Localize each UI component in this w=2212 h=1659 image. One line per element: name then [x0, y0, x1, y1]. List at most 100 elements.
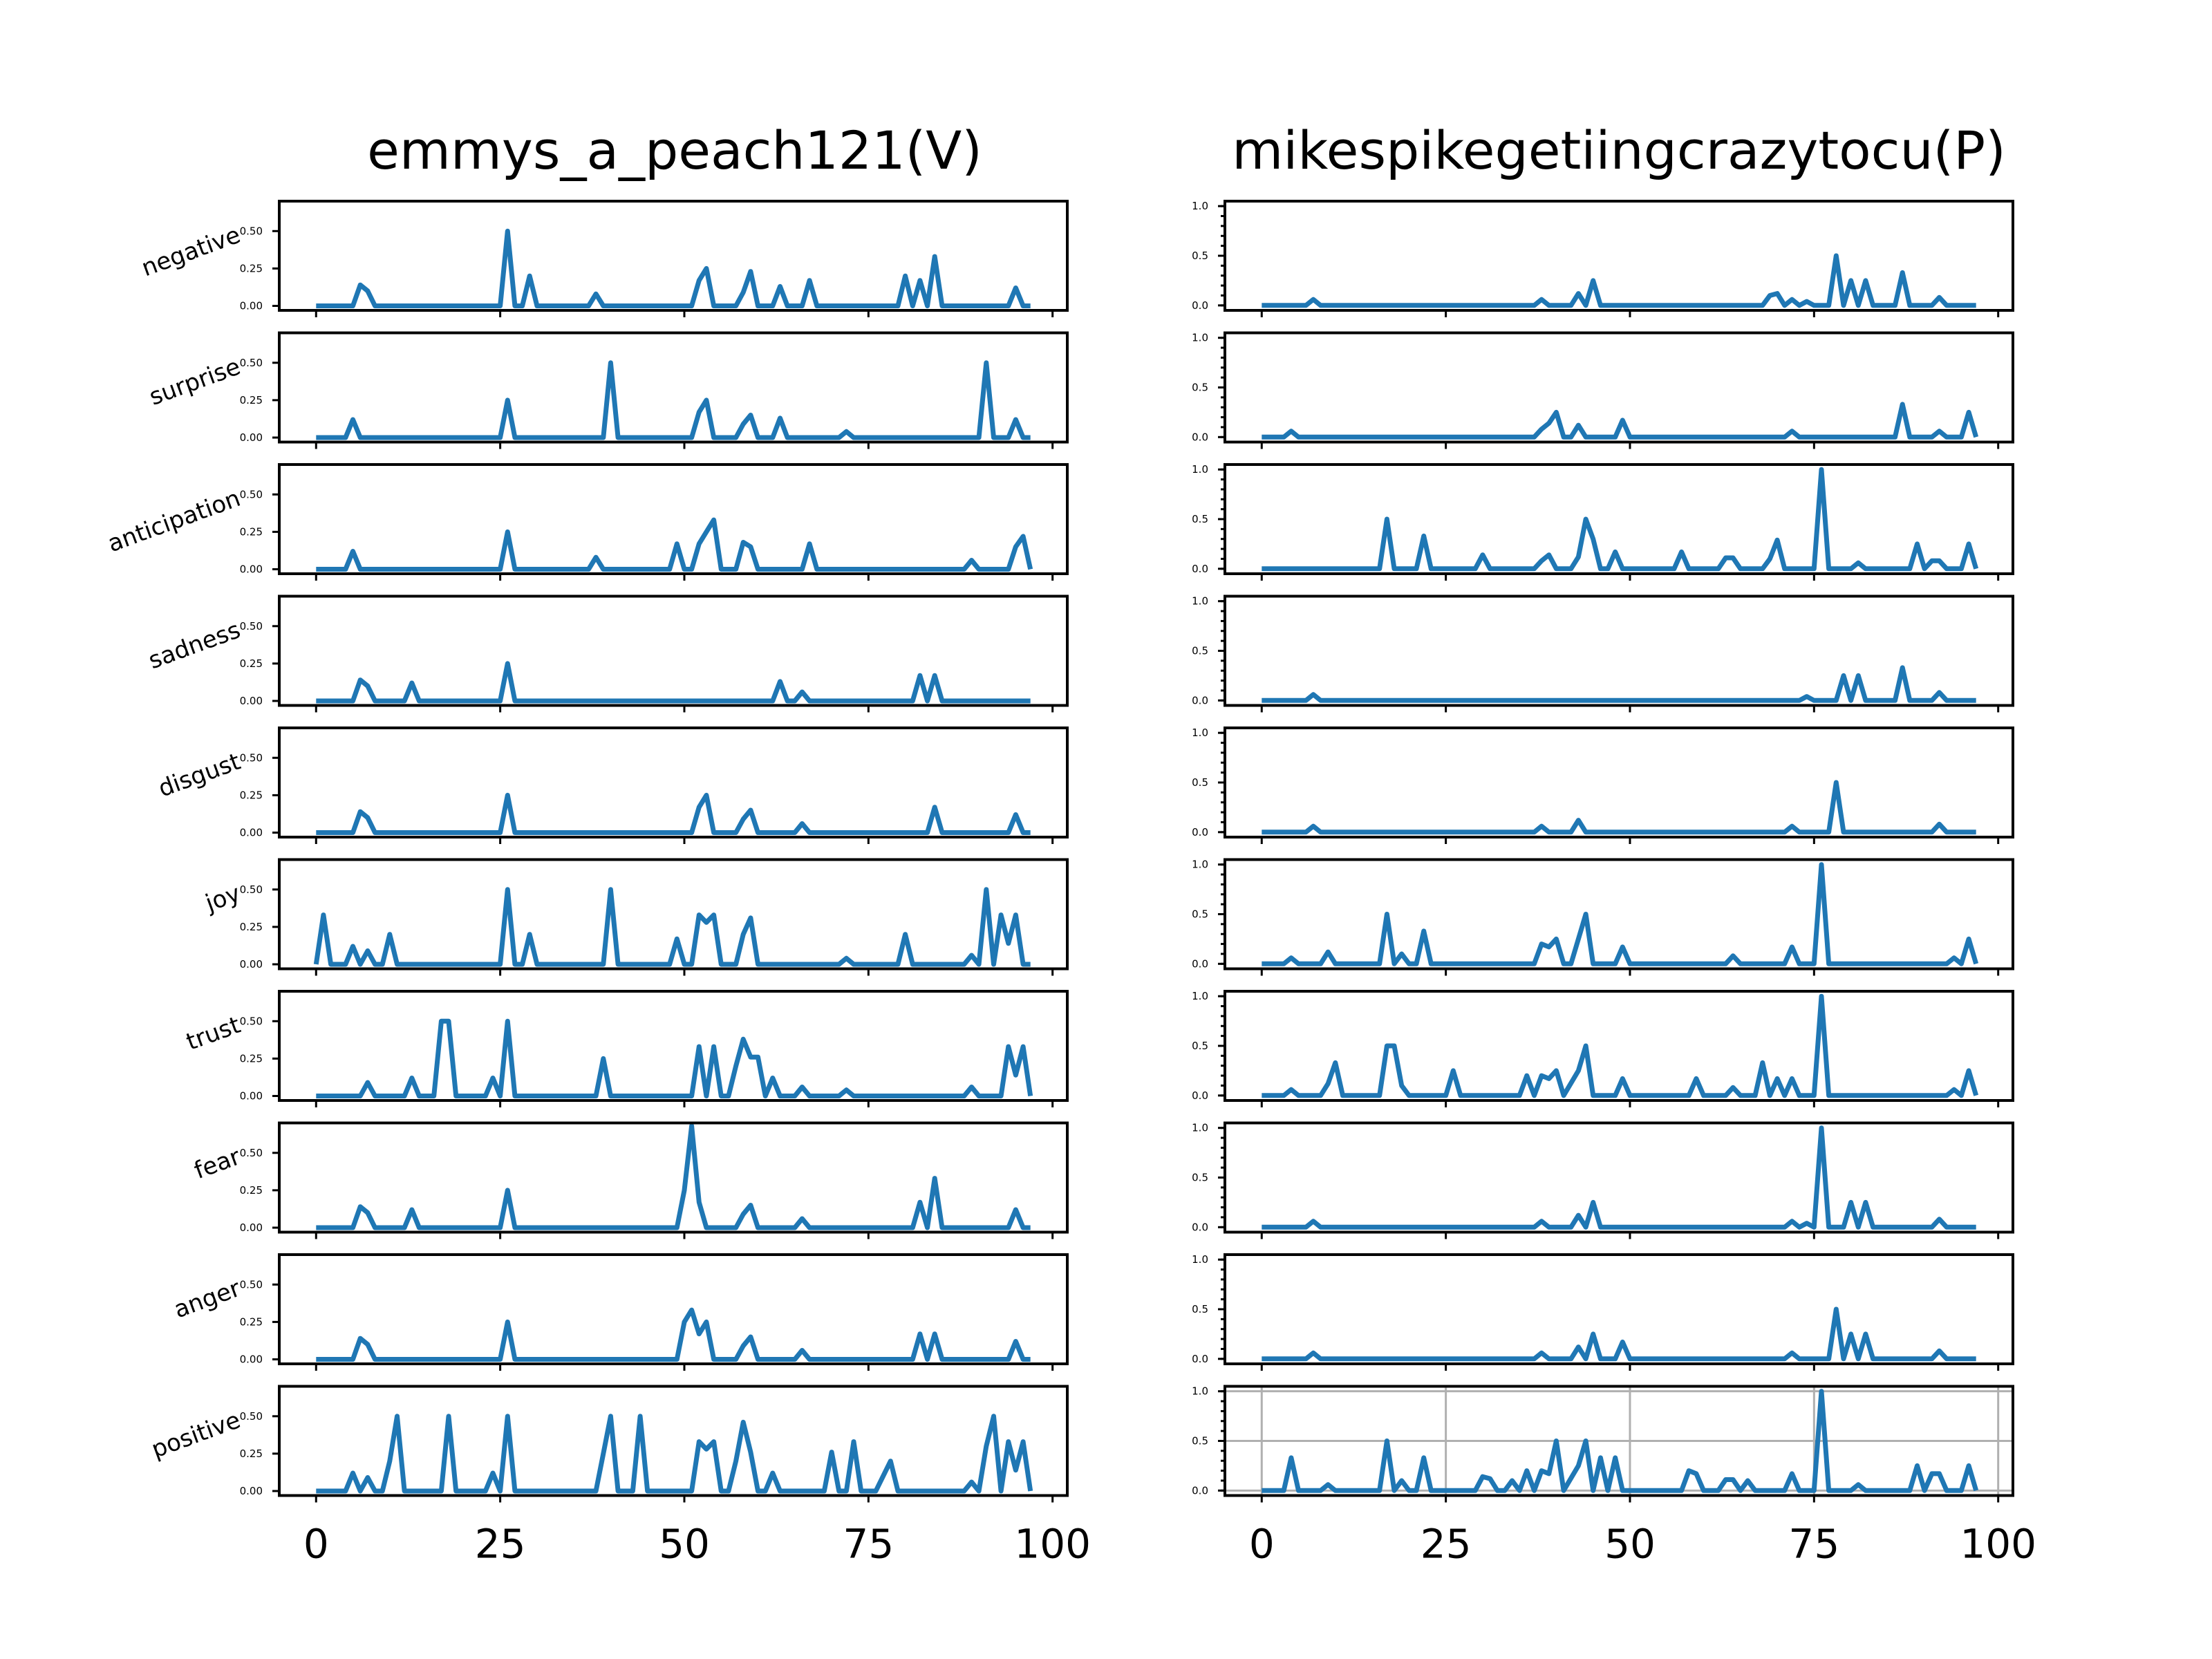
y-tick-label: 0.25	[240, 262, 263, 274]
y-tick-label: 0.50	[240, 1410, 263, 1423]
subplot-right-surprise: 0.0 0.5 1.0	[1192, 331, 2014, 449]
y-tick-label: 1.0	[1192, 463, 1208, 476]
series-line-negative	[1262, 253, 1976, 308]
series-line-joy	[1262, 862, 1979, 966]
series-line-surprise	[316, 360, 1031, 440]
series-line-disgust	[1262, 780, 1976, 835]
series-line-disgust	[316, 792, 1031, 835]
y-tick-label: 0.00	[240, 1353, 263, 1366]
y-tick-label: 0.25	[240, 1315, 263, 1328]
y-tick-label: 0.50	[240, 883, 263, 896]
y-tick-label: 0.5	[1192, 250, 1208, 262]
y-tick-label: 1.0	[1192, 859, 1208, 871]
row-label-surprise: surprise	[146, 353, 244, 411]
y-tick-label: 0.00	[240, 958, 263, 971]
y-tick-label: 0.50	[240, 488, 263, 500]
axes-frame	[278, 1385, 1069, 1497]
column-title-left: emmys_a_peach121(V)	[367, 120, 982, 181]
y-tick-label: 1.0	[1192, 200, 1208, 212]
x-tick-label: 100	[1960, 1521, 2036, 1568]
series-line-anger	[316, 1307, 1031, 1362]
series-line-fear	[316, 1123, 1031, 1230]
y-tick-label: 0.50	[240, 1015, 263, 1027]
y-tick-label: 0.5	[1192, 382, 1208, 394]
y-tick-label: 0.50	[240, 620, 263, 632]
y-tick-label: 0.0	[1192, 299, 1208, 312]
y-tick-label: 0.00	[240, 827, 263, 839]
x-tick-label: 0	[303, 1521, 329, 1568]
axes-frame	[278, 463, 1069, 575]
y-tick-label: 0.25	[240, 1184, 263, 1197]
series-line-positive	[1262, 1389, 1979, 1493]
y-tick-label: 0.5	[1192, 645, 1208, 657]
subplot-right-fear: 0.0 0.5 1.0	[1192, 1121, 2014, 1239]
series-line-trust	[1262, 993, 1979, 1098]
axes-frame	[278, 1253, 1069, 1365]
y-tick-label: 0.5	[1192, 1040, 1208, 1052]
y-tick-label: 0.5	[1192, 1172, 1208, 1184]
axes-frame	[278, 858, 1069, 971]
subplot-right-negative: 0.0 0.5 1.0	[1192, 200, 2014, 317]
y-tick-label: 0.25	[240, 789, 263, 801]
row-label-sadness: sadness	[145, 616, 244, 675]
y-tick-label: 0.0	[1192, 957, 1208, 970]
y-tick-label: 0.25	[240, 657, 263, 670]
y-tick-label: 0.00	[240, 563, 263, 576]
y-tick-label: 0.0	[1192, 563, 1208, 575]
axes-frame	[1224, 727, 2014, 838]
y-tick-label: 0.25	[240, 525, 263, 538]
y-tick-label: 0.00	[240, 1485, 263, 1497]
x-tick-label: 50	[659, 1521, 710, 1568]
subplot-right-anger: 0.0 0.5 1.0	[1192, 1253, 2014, 1371]
series-line-sadness	[1262, 665, 1976, 703]
y-tick-label: 0.5	[1192, 1303, 1208, 1315]
x-tick-label: 25	[475, 1521, 526, 1568]
y-tick-label: 0.25	[240, 921, 263, 933]
subplot-right-trust: 0.0 0.5 1.0	[1192, 990, 2014, 1107]
series-line-anger	[1262, 1306, 1976, 1362]
row-label-joy: joy	[201, 879, 244, 917]
series-line-joy	[313, 887, 1031, 967]
x-tick-label: 25	[1421, 1521, 1472, 1568]
series-line-positive	[316, 1414, 1033, 1494]
y-tick-label: 0.25	[240, 1447, 263, 1460]
row-label-anger: anger	[170, 1275, 244, 1324]
series-line-anticipation	[316, 517, 1033, 572]
series-line-sadness	[316, 661, 1031, 704]
y-tick-label: 0.00	[240, 695, 263, 707]
subplot-right-disgust: 0.0 0.5 1.0	[1192, 727, 2014, 844]
y-tick-label: 0.0	[1192, 1484, 1208, 1497]
axes-frame	[278, 1121, 1069, 1234]
y-tick-label: 0.5	[1192, 1435, 1208, 1447]
y-tick-label: 1.0	[1192, 595, 1208, 608]
x-tick-label: 100	[1014, 1521, 1091, 1568]
y-tick-label: 0.50	[240, 1147, 263, 1159]
series-line-fear	[1262, 1125, 1976, 1230]
axes-frame	[278, 200, 1069, 312]
row-label-trust: trust	[182, 1011, 244, 1056]
y-tick-label: 1.0	[1192, 1253, 1208, 1266]
y-tick-label: 0.50	[240, 1278, 263, 1291]
y-tick-label: 0.50	[240, 357, 263, 369]
x-tick-label: 0	[1249, 1521, 1275, 1568]
y-tick-label: 0.0	[1192, 431, 1208, 443]
x-tick-label: 75	[843, 1521, 894, 1568]
axes-frame	[278, 594, 1069, 707]
row-label-fear: fear	[191, 1143, 244, 1185]
y-tick-label: 0.00	[240, 1221, 263, 1234]
y-tick-label: 0.50	[240, 225, 263, 237]
axes-frame	[278, 990, 1069, 1102]
row-label-negative: negative	[138, 221, 244, 282]
row-label-positive: positive	[148, 1406, 244, 1463]
axes-frame	[1224, 200, 2014, 312]
y-tick-label: 0.50	[240, 751, 263, 764]
y-tick-label: 0.0	[1192, 826, 1208, 838]
